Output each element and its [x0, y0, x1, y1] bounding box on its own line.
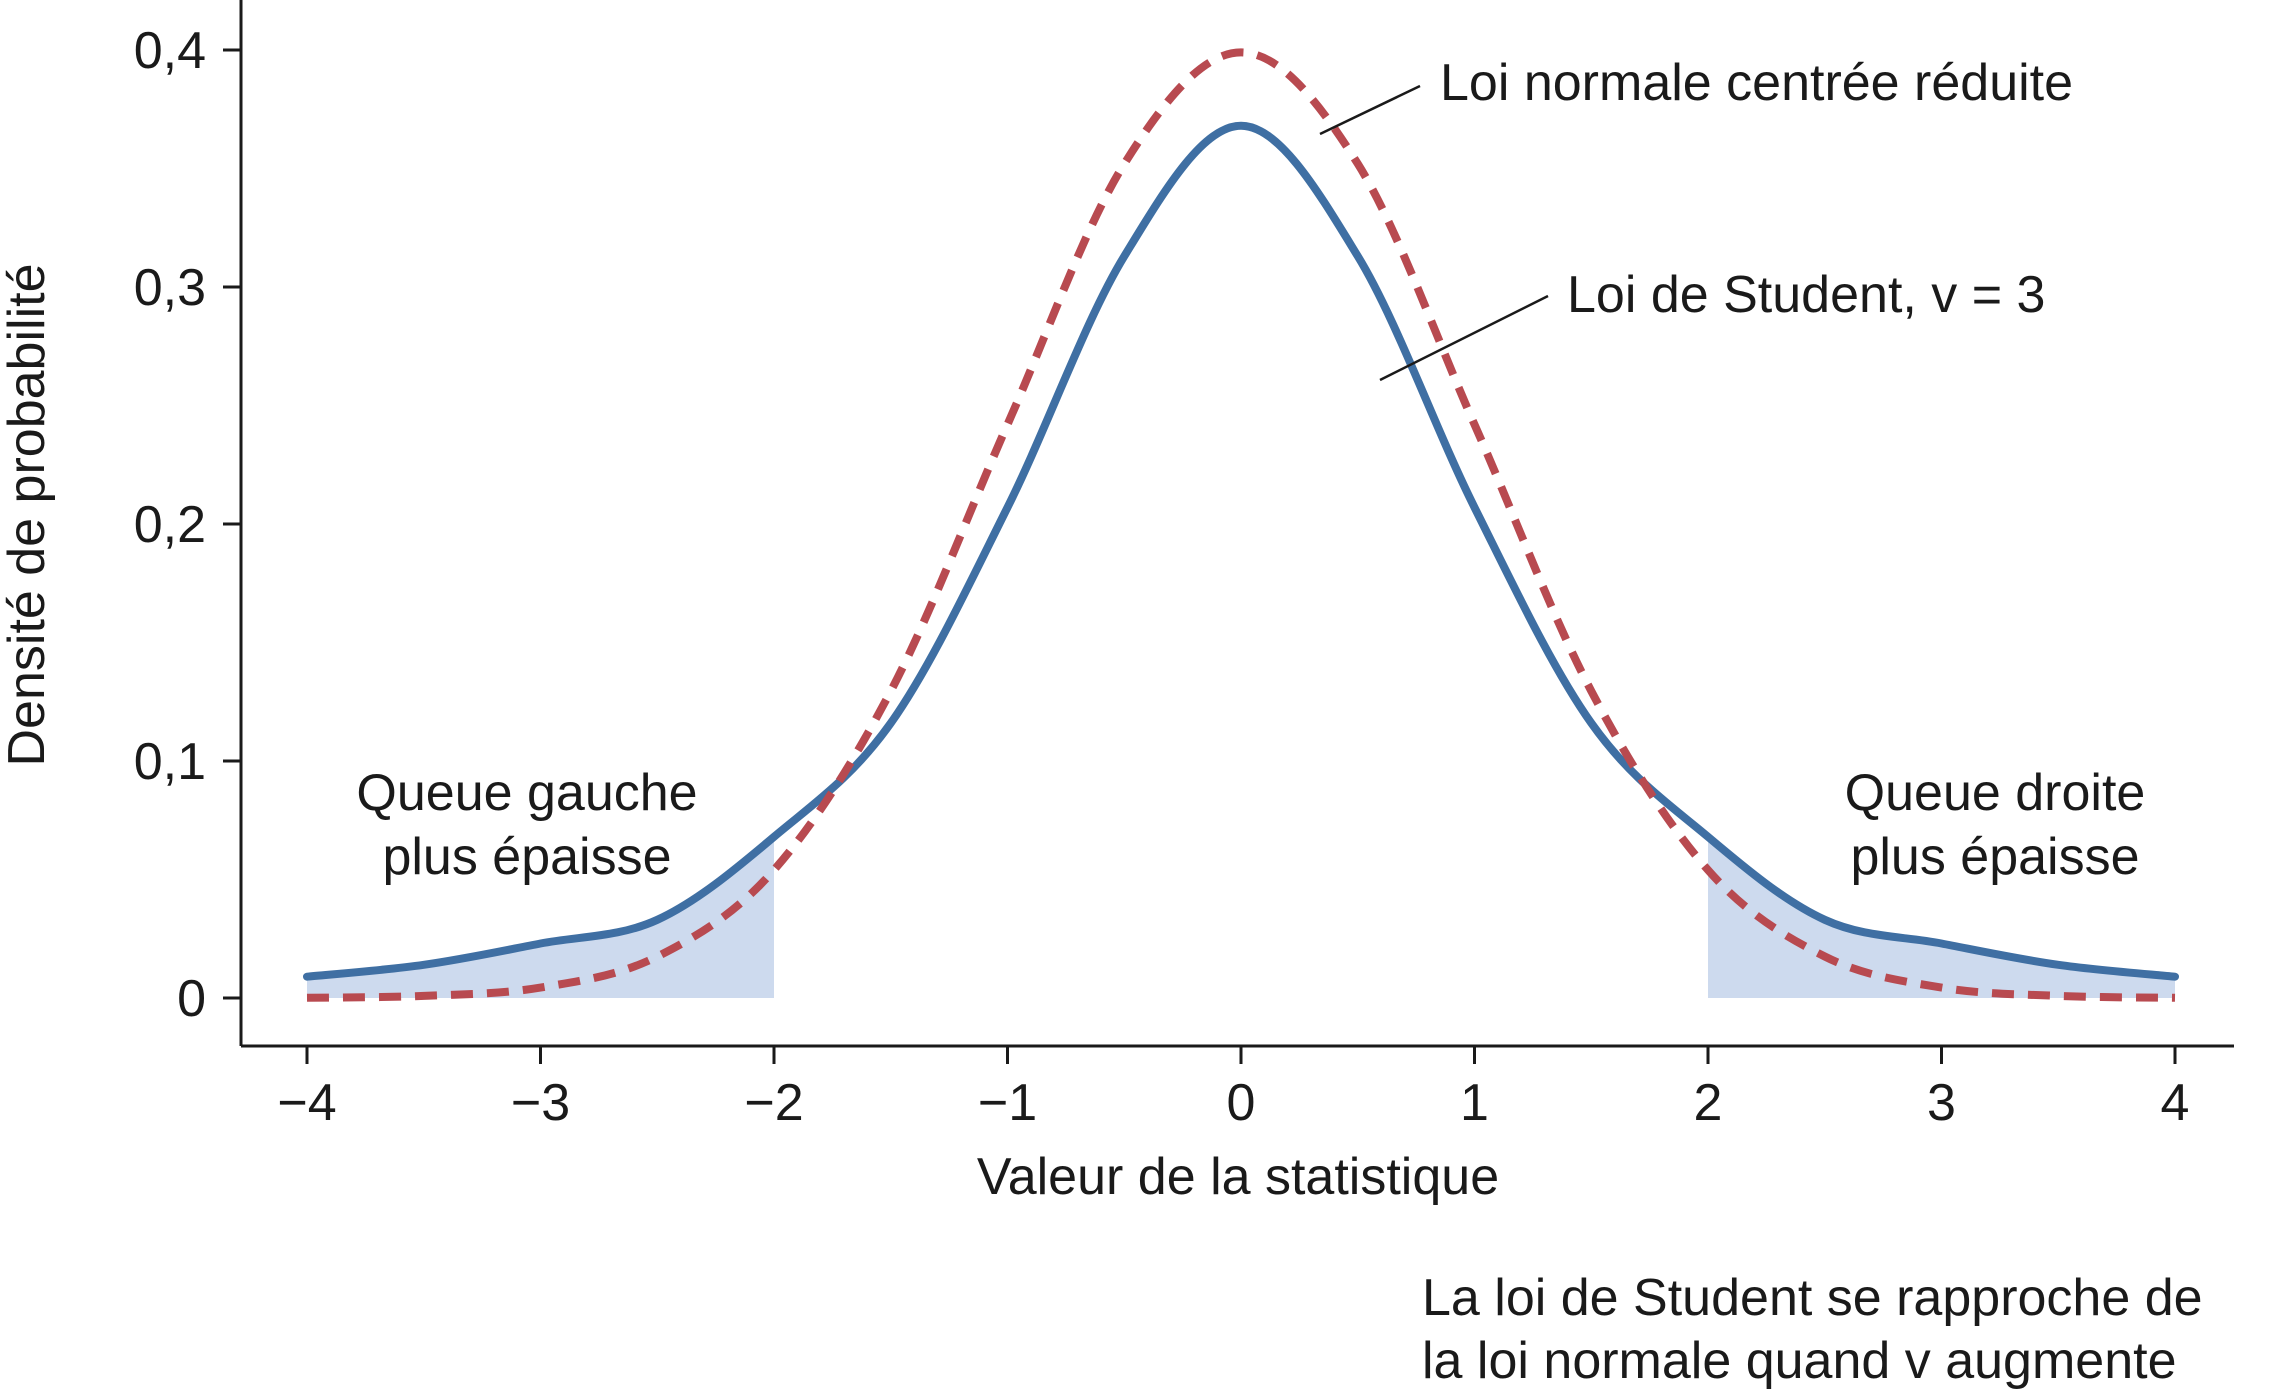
y-tick-label: 0,3: [134, 259, 206, 317]
x-tick-label: −1: [978, 1074, 1037, 1132]
y-tick-label: 0,1: [134, 733, 206, 791]
x-tick-label: −2: [744, 1074, 803, 1132]
left-tail-label-line1: Queue gauche: [356, 764, 697, 822]
right-tail-label-line1: Queue droite: [1845, 764, 2146, 822]
x-tick-label: −4: [277, 1074, 336, 1132]
student-curve-label: Loi de Student, v = 3: [1567, 266, 2045, 324]
y-tick-label: 0,4: [134, 22, 206, 80]
ticks-layer: −4 −3 −2 −1 0 1 2 3 4 0 0,1 0,2 0,3 0,4: [134, 22, 2190, 1132]
x-tick-label: −3: [511, 1074, 570, 1132]
x-tick-label: 4: [2161, 1074, 2190, 1132]
left-tail-label-line2: plus épaisse: [382, 828, 671, 886]
axes-layer: [239, 0, 2234, 1048]
x-tick-label: 2: [1694, 1074, 1723, 1132]
x-tick-label: 3: [1927, 1074, 1956, 1132]
tail-shade-left: [307, 836, 774, 998]
x-tick-label: 0: [1227, 1074, 1256, 1132]
series-line-normal: [306, 48, 2176, 1002]
curves-layer: [303, 48, 2179, 1002]
normal-label-leader: [1319, 84, 1421, 136]
student-label-leader: [1379, 294, 1549, 382]
y-axis-title: Densité de probabilité: [0, 264, 56, 767]
x-axis-title: Valeur de la statistique: [977, 1148, 1499, 1206]
normal-curve-label: Loi normale centrée réduite: [1440, 54, 2073, 112]
y-tick-label: 0: [177, 970, 206, 1028]
right-tail-label-line2: plus épaisse: [1850, 828, 2139, 886]
footnote-line1: La loi de Student se rapproche de: [1422, 1269, 2203, 1327]
y-tick-label: 0,2: [134, 496, 206, 554]
series-line-student: [303, 121, 2179, 981]
x-tick-label: 1: [1460, 1074, 1489, 1132]
footnote-line2: la loi normale quand v augmente: [1422, 1332, 2176, 1390]
